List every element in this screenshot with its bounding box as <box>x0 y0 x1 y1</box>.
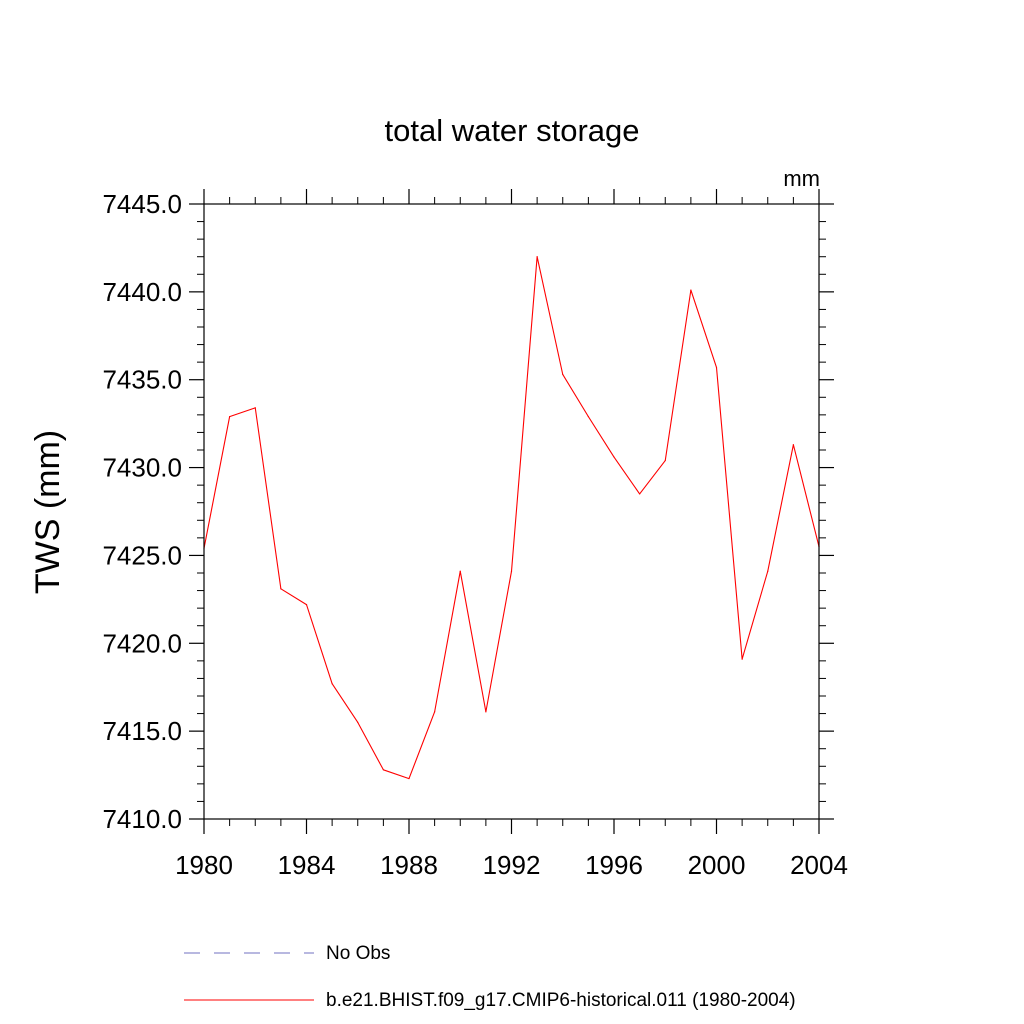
legend-label-no-obs: No Obs <box>326 943 390 964</box>
data-point <box>639 493 641 495</box>
y-tick-labels: 7410.0 7415.0 7420.0 7425.0 7430.0 7435.0 7440… <box>102 189 182 834</box>
plot-frame <box>203 203 820 820</box>
data-point <box>767 570 769 572</box>
x-tick-label: 1992 <box>483 850 541 880</box>
data-point <box>664 459 666 462</box>
data-point <box>408 777 410 780</box>
data-point <box>357 721 359 723</box>
y-tick-label: 7425.0 <box>102 540 182 570</box>
data-point <box>741 658 743 660</box>
data-point <box>459 570 461 572</box>
data-point <box>613 456 615 458</box>
data-point <box>690 289 692 291</box>
data-point <box>715 366 718 369</box>
units-label: mm <box>783 166 820 191</box>
data-point <box>331 683 333 685</box>
data-point <box>305 604 308 606</box>
y-axis-label: TWS (mm) <box>29 430 67 594</box>
x-tick-label: 1980 <box>175 850 233 880</box>
x-tick-label: 1996 <box>585 850 643 880</box>
data-point <box>254 407 256 409</box>
x-tick-labels: 1980 1984 1988 1992 1996 2000 2004 <box>175 850 848 880</box>
x-tick-label: 2004 <box>790 850 848 880</box>
data-point <box>536 256 538 258</box>
x-tick-label: 1988 <box>380 850 438 880</box>
y-tick-label: 7445.0 <box>102 189 182 219</box>
minor-ticks <box>197 197 826 826</box>
y-tick-label: 7440.0 <box>102 277 182 307</box>
x-tick-label: 1984 <box>278 850 336 880</box>
data-point <box>485 711 487 713</box>
series-line <box>203 256 820 780</box>
chart-title: total water storage <box>384 113 639 148</box>
legend: No Obs b.e21.BHIST.f09_g17.CMIP6-histori… <box>184 943 796 1011</box>
data-point <box>562 373 564 376</box>
y-tick-label: 7430.0 <box>102 453 182 483</box>
data-point <box>382 769 384 771</box>
series-lines <box>203 256 820 780</box>
x-tick-label: 2000 <box>688 850 746 880</box>
y-tick-label: 7415.0 <box>102 716 182 746</box>
data-point <box>229 416 231 418</box>
data-point <box>280 588 282 590</box>
data-point <box>587 416 589 418</box>
data-point <box>510 570 513 572</box>
data-point <box>792 444 794 446</box>
legend-label-model: b.e21.BHIST.f09_g17.CMIP6-historical.011… <box>326 990 796 1011</box>
y-tick-label: 7420.0 <box>102 628 182 658</box>
y-tick-label: 7435.0 <box>102 365 182 395</box>
major-ticks <box>189 189 834 834</box>
y-tick-label: 7410.0 <box>102 804 182 834</box>
data-point <box>434 711 436 713</box>
